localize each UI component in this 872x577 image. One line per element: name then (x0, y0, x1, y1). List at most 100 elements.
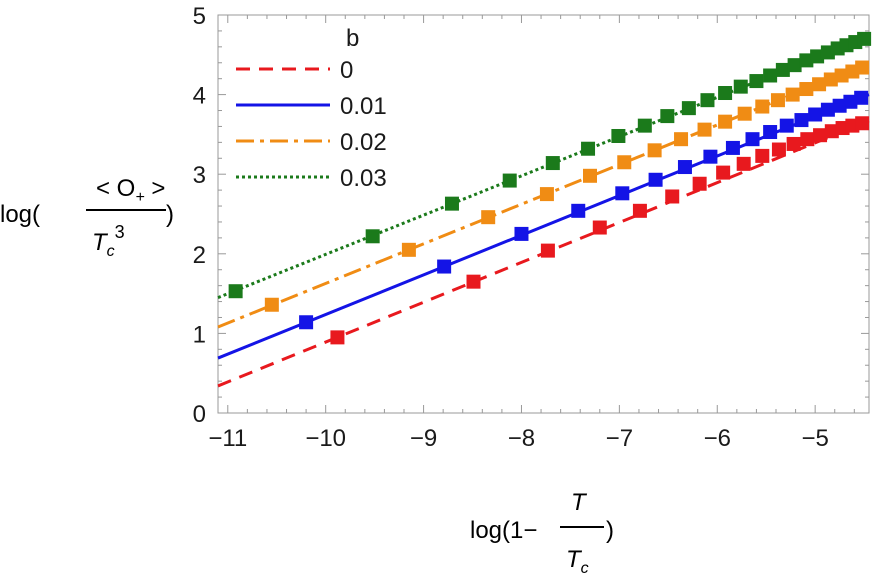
data-point (824, 124, 839, 139)
data-point (820, 102, 835, 117)
y-axis-label-prefix: log( (0, 201, 40, 228)
data-point (514, 226, 529, 241)
data-point (617, 155, 632, 170)
data-point (755, 99, 770, 114)
data-point (539, 187, 554, 202)
data-point (697, 122, 712, 137)
data-point (745, 132, 760, 147)
data-point (466, 274, 481, 289)
x-tick-label: −10 (305, 425, 346, 452)
y-axis-label-suffix: ) (166, 201, 174, 228)
series-line (217, 93, 870, 360)
data-point (813, 128, 828, 143)
data-point (843, 94, 858, 109)
data-point (771, 142, 786, 157)
data-point (264, 297, 279, 312)
x-axis-label-prefix: log(1− (470, 517, 537, 544)
legend-label: 0.01 (340, 93, 387, 120)
data-point (330, 330, 345, 345)
series-markers (228, 31, 872, 345)
data-point (755, 148, 770, 163)
data-point (545, 156, 560, 171)
data-point (674, 132, 689, 147)
data-point (855, 116, 870, 131)
data-point (775, 62, 790, 77)
data-point (581, 141, 596, 156)
data-point (736, 156, 751, 171)
legend: b 0 0.01 0.02 0.03 (236, 25, 387, 192)
data-point (763, 125, 778, 140)
data-point (779, 118, 794, 133)
y-tick-label: 2 (193, 242, 206, 269)
data-point (770, 93, 785, 108)
data-point (787, 58, 802, 73)
legend-label: 0.02 (340, 129, 387, 156)
data-point (799, 53, 814, 68)
data-point (703, 149, 718, 164)
data-point (583, 168, 597, 183)
data-point (228, 284, 243, 299)
data-point (737, 106, 752, 121)
data-point (444, 196, 459, 211)
data-point (808, 107, 823, 122)
data-point (365, 229, 380, 244)
y-axis-label: log( < O+ > Tc3 ) (0, 175, 174, 260)
y-tick-label: 4 (193, 83, 206, 110)
data-point (823, 72, 838, 87)
data-point (299, 315, 314, 330)
data-point (540, 243, 555, 258)
data-point (481, 210, 496, 225)
data-point (648, 172, 663, 187)
plot-frame (217, 14, 870, 414)
data-point (437, 259, 452, 274)
data-point (632, 203, 647, 218)
y-tick-label: 3 (193, 162, 206, 189)
data-point (718, 114, 733, 129)
x-axis-label-suffix: ) (606, 517, 614, 544)
data-point (611, 128, 626, 143)
data-point (794, 113, 809, 128)
legend-label: 0.03 (340, 165, 387, 192)
x-tick-label: −7 (606, 425, 633, 452)
data-point (637, 118, 652, 133)
x-tick-label: −9 (410, 425, 437, 452)
data-point (810, 49, 825, 64)
legend-title: b (346, 25, 359, 52)
data-point (681, 101, 696, 116)
x-tick-label: −8 (508, 425, 535, 452)
data-point (571, 203, 586, 218)
data-point (733, 79, 748, 94)
data-point (700, 93, 715, 108)
data-point (716, 165, 731, 180)
data-point (800, 132, 815, 147)
data-point (812, 77, 827, 92)
data-point (749, 74, 764, 89)
x-axis-label-numerator: T (571, 489, 588, 516)
data-point (832, 98, 847, 113)
y-tick-label: 0 (193, 401, 206, 428)
data-point (799, 82, 814, 97)
data-point (763, 68, 778, 83)
data-point (665, 189, 680, 204)
x-axis-label: log(1− T Tc ) (470, 489, 614, 577)
data-point (677, 160, 692, 175)
legend-label: 0 (340, 57, 353, 84)
y-axis-label-numerator: < O+ > (96, 175, 165, 206)
data-point (834, 68, 849, 83)
tick-labels: −11 −10 −9 −8 −7 −6 −5 0 1 2 3 4 5 (193, 3, 829, 452)
y-tick-label: 5 (193, 3, 206, 30)
x-axis-label-denominator: Tc (566, 546, 589, 577)
data-point (502, 173, 517, 188)
data-point (592, 220, 607, 235)
data-point (692, 176, 707, 191)
data-point (401, 242, 416, 257)
data-point (786, 136, 801, 151)
y-tick-label: 1 (193, 321, 206, 348)
data-point (725, 140, 740, 155)
data-point (615, 186, 630, 201)
data-point (854, 90, 869, 105)
data-point (857, 31, 872, 46)
series-lines (217, 35, 870, 388)
data-point (647, 143, 662, 158)
